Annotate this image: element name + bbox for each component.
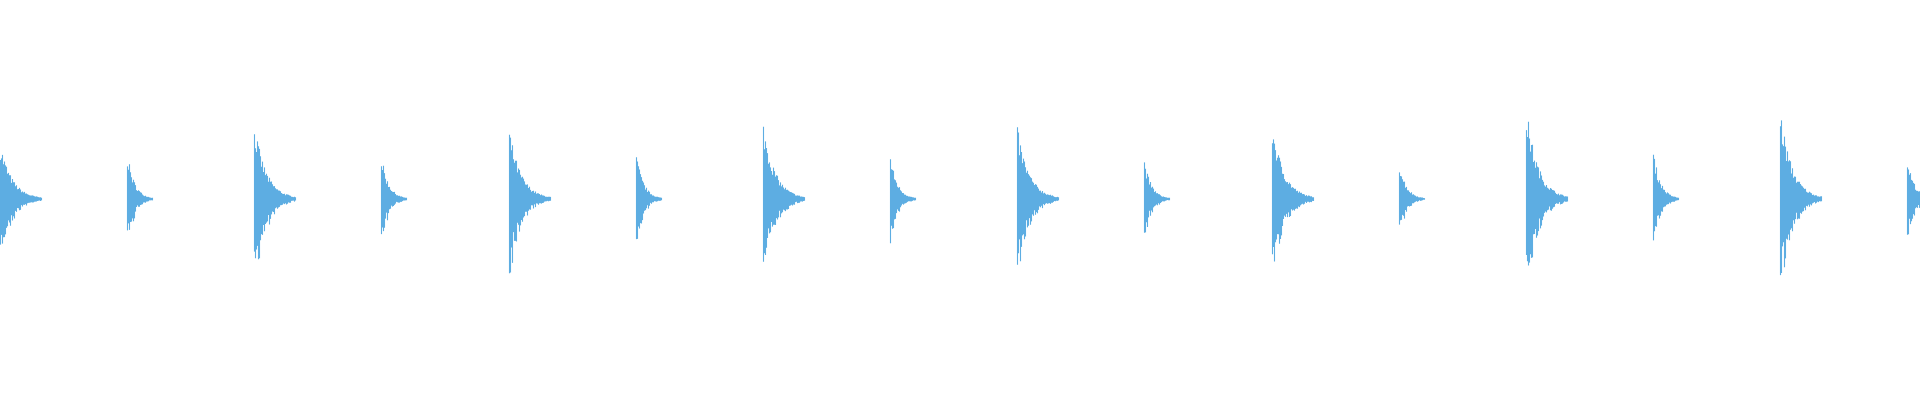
waveform-pulse-12 [1525,121,1569,266]
waveform-pulse-8 [1016,127,1060,265]
waveform-pulse-2 [253,134,297,260]
waveform-pulse-15 [1906,167,1920,235]
waveform-pulse-3 [380,165,408,235]
waveform-pulse-10 [1271,139,1315,262]
waveform-pulse-1 [126,164,154,231]
waveform-pulse-4 [508,134,552,274]
waveform-pulse-13 [1652,154,1680,241]
waveform-pulse-6 [762,126,806,262]
waveform-pulse-11 [1398,172,1426,225]
waveform-pulse-7 [889,159,917,244]
waveform-pulse-0 [0,154,43,245]
waveform-pulse-5 [635,157,663,240]
waveform-pulse-9 [1143,162,1171,233]
waveform-pulse-14 [1779,120,1823,276]
